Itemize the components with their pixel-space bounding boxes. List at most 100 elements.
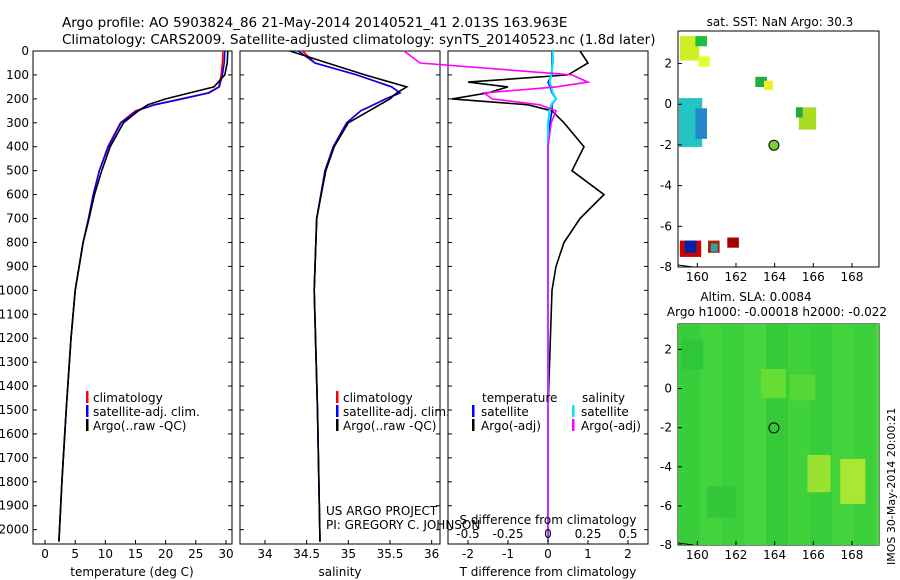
sla-background-cell: [722, 364, 744, 384]
sla-background-cell: [744, 504, 766, 524]
legend-label-t-satellite: satellite: [481, 405, 529, 419]
sla-background-cell: [744, 484, 766, 504]
x-tick-label: 10: [98, 547, 113, 561]
x-tick-label: 168: [840, 270, 863, 284]
sla-map-panel: Altim. SLA: 0.0084 Argo h1000: -0.00018 …: [660, 290, 887, 562]
legend-label-satellite: satellite-adj. clim.: [343, 405, 450, 419]
x-tick-label: 25: [188, 547, 203, 561]
s-tick-label: 0.5: [618, 527, 637, 541]
sst-map-frame: [677, 30, 880, 268]
project-annotation: US ARGO PROJECT: [326, 504, 438, 518]
figure-title-line2: Climatology: CARS2009. Satellite-adjuste…: [62, 32, 655, 48]
legend-swatch-satellite: [336, 405, 339, 417]
imos-timestamp: IMOS 30-May-2014 20:00:21: [885, 408, 898, 565]
sla-background-cell: [744, 364, 766, 384]
sla-background-cell: [876, 524, 879, 544]
sla-background-cell: [722, 404, 744, 424]
coastline: [677, 264, 694, 268]
y-tick-label: 0: [664, 382, 672, 396]
sla-background-cell: [854, 324, 876, 344]
sla-background-cell: [854, 424, 876, 444]
sla-background-cell: [766, 444, 788, 464]
x-tick-label: 162: [725, 548, 748, 562]
sla-background-cell: [810, 364, 832, 384]
sla-map-title: Altim. SLA: 0.0084: [700, 290, 811, 304]
y-tick-label: 1300: [0, 355, 29, 369]
map-data-patch: [840, 458, 866, 504]
y-tick-label: 1700: [0, 451, 29, 465]
sla-background-cell: [700, 364, 722, 384]
sla-background-cell: [810, 524, 832, 544]
series-line-t-argo-adj: [451, 50, 606, 542]
sla-background-cell: [766, 424, 788, 444]
x-tick-label: 30: [218, 547, 233, 561]
sla-background-cell: [766, 464, 788, 484]
y-tick-label: -8: [660, 260, 672, 274]
sla-background-cell: [832, 364, 854, 384]
argo-position-marker: [768, 139, 780, 151]
sla-background-cell: [876, 324, 879, 344]
sla-background-cell: [744, 464, 766, 484]
sla-background-cell: [700, 404, 722, 424]
legend-swatch-argo: [86, 419, 89, 431]
legend-label-s-argo: Argo(-adj): [581, 419, 641, 433]
legend-label-argo: Argo(..raw -QC): [343, 419, 436, 433]
salinity-xlabel: salinity: [318, 565, 361, 579]
series-line-climatology: [58, 50, 224, 542]
y-tick-label: -2: [660, 421, 672, 435]
sla-background-cell: [700, 344, 722, 364]
legend-swatch-argo: [336, 419, 339, 431]
sla-background-cell: [678, 364, 700, 384]
x-tick-label: -2: [462, 547, 474, 561]
s-difference-label: S difference from climatology: [460, 513, 637, 527]
sla-background-cell: [876, 504, 879, 524]
sla-background-cell: [678, 464, 700, 484]
y-tick-label: 700: [6, 212, 29, 226]
x-tick-label: 164: [763, 270, 786, 284]
series-line-argo-raw-qc: [58, 50, 229, 542]
sla-background-cell: [744, 404, 766, 424]
sla-background-cell: [766, 404, 788, 424]
sla-background-cell: [678, 404, 700, 424]
sla-background-cell: [722, 444, 744, 464]
sla-background-cell: [788, 424, 810, 444]
sla-background-cell: [722, 384, 744, 404]
series-line-argo-raw-qc: [289, 50, 409, 542]
sla-background-cell: [810, 404, 832, 424]
series-line-climatology: [301, 50, 402, 542]
map-data-patch: [695, 36, 707, 47]
sla-background-cell: [832, 324, 854, 344]
sla-background-cell: [788, 444, 810, 464]
legend-label-satellite: satellite-adj. clim.: [93, 405, 200, 419]
temperature-legend: climatology satellite-adj. clim. Argo(..…: [86, 391, 200, 433]
sla-background-cell: [788, 504, 810, 524]
sla-background-cell: [788, 344, 810, 364]
legend-swatch-satellite: [86, 405, 89, 417]
sla-background-cell: [744, 444, 766, 464]
sla-background-cell: [832, 544, 854, 545]
salinity-panel: 34 34.5 35 35.5 36 climatology satellite-adj…: [239, 50, 480, 579]
x-tick-label: 166: [802, 548, 825, 562]
map-data-patch: [727, 237, 739, 248]
x-tick-label: 162: [725, 270, 748, 284]
map-data-patch: [755, 76, 767, 87]
sla-background-cell: [810, 344, 832, 364]
legend-swatch-s-argo: [572, 419, 575, 431]
salinity-axes: 34 34.5 35 35.5 36: [240, 50, 440, 561]
sla-background-cell: [876, 344, 879, 364]
y-tick-label: 0: [664, 97, 672, 111]
map-data-patch: [798, 107, 817, 130]
x-tick-label: 35: [341, 547, 356, 561]
coastline: [677, 542, 694, 546]
sla-background-cell: [766, 484, 788, 504]
y-tick-label: 600: [6, 188, 29, 202]
sla-background-cell: [876, 444, 879, 464]
sla-background-cell: [876, 484, 879, 504]
sla-background-cell: [810, 324, 832, 344]
map-data-patch: [679, 36, 700, 61]
y-tick-label: -4: [660, 179, 672, 193]
sla-background-cell: [678, 324, 700, 344]
legend-swatch-climatology: [86, 391, 89, 403]
series-line-s-argo-adj: [403, 50, 591, 542]
